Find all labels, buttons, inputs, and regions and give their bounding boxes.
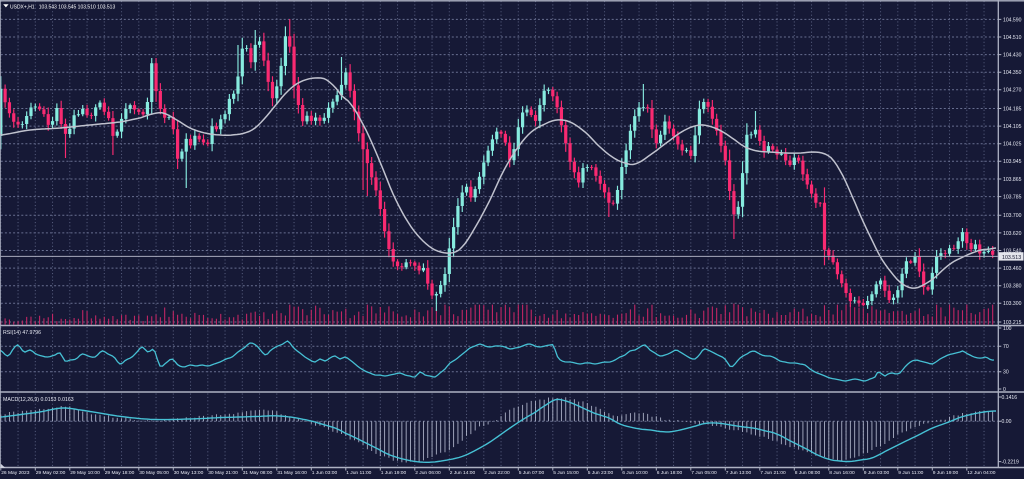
svg-text:29 May 10:00: 29 May 10:00 — [70, 470, 100, 476]
svg-text:0.1416: 0.1416 — [1002, 395, 1018, 401]
svg-text:29 May 02:00: 29 May 02:00 — [36, 470, 66, 476]
svg-text:0.00: 0.00 — [1002, 419, 1012, 425]
svg-text:104.105: 104.105 — [1003, 124, 1022, 130]
svg-text:103.700: 103.700 — [1003, 213, 1022, 219]
svg-text:104.350: 104.350 — [1003, 70, 1022, 76]
svg-text:104.025: 104.025 — [1003, 142, 1022, 148]
svg-text:103.460: 103.460 — [1003, 266, 1022, 272]
svg-text:104.270: 104.270 — [1003, 88, 1022, 94]
svg-text:31 May 16:00: 31 May 16:00 — [277, 470, 307, 476]
svg-text:5 Jun 23:00: 5 Jun 23:00 — [588, 470, 614, 476]
svg-text:1 Jun 03:00: 1 Jun 03:00 — [312, 470, 338, 476]
svg-text:104.590: 104.590 — [1003, 17, 1022, 23]
svg-text:9 Jun 11:00: 9 Jun 11:00 — [898, 470, 923, 476]
svg-text:7 Jun 05:00: 7 Jun 05:00 — [691, 470, 717, 476]
svg-text:104.510: 104.510 — [1003, 35, 1022, 41]
svg-text:70: 70 — [1003, 344, 1009, 350]
svg-text:5 Jun 07:00: 5 Jun 07:00 — [519, 470, 545, 476]
svg-text:103.785: 103.785 — [1003, 195, 1022, 201]
svg-text:9 Jun 19:00: 9 Jun 19:00 — [933, 470, 959, 476]
svg-text:USDX+,H1 103.543 103.545 103: USDX+,H1 103.543 103.545 103.510 103.513 — [10, 5, 115, 11]
svg-text:6 Jun 18:00: 6 Jun 18:00 — [657, 470, 683, 476]
svg-text:2 Jun 22:00: 2 Jun 22:00 — [484, 470, 510, 476]
svg-text:6 Jun 10:00: 6 Jun 10:00 — [622, 470, 648, 476]
svg-text:29 May 18:00: 29 May 18:00 — [105, 470, 135, 476]
svg-text:103.620: 103.620 — [1003, 231, 1022, 237]
svg-text:100: 100 — [1003, 326, 1012, 332]
svg-text:30 May 05:00: 30 May 05:00 — [139, 470, 169, 476]
svg-text:103.300: 103.300 — [1003, 301, 1022, 307]
svg-text:1 Jun 19:00: 1 Jun 19:00 — [381, 470, 407, 476]
svg-text:2 Jun 14:00: 2 Jun 14:00 — [450, 470, 476, 476]
svg-text:1 Jun 11:00: 1 Jun 11:00 — [346, 470, 371, 476]
svg-text:MACD(12,26,9) 0.0153 0.0163: MACD(12,26,9) 0.0153 0.0163 — [3, 397, 74, 403]
svg-text:30 May 13:00: 30 May 13:00 — [174, 470, 204, 476]
svg-text:9 Jun 03:00: 9 Jun 03:00 — [864, 470, 890, 476]
svg-text:26 May 2023: 26 May 2023 — [1, 470, 30, 476]
svg-text:8 Jun 08:00: 8 Jun 08:00 — [795, 470, 821, 476]
svg-text:2 Jun 06:00: 2 Jun 06:00 — [415, 470, 441, 476]
svg-text:103.945: 103.945 — [1003, 159, 1022, 165]
svg-text:103.540: 103.540 — [1003, 248, 1022, 254]
svg-text:-0.2219: -0.2219 — [1002, 460, 1019, 466]
svg-text:0: 0 — [1003, 387, 1006, 393]
svg-text:103.513: 103.513 — [1002, 255, 1021, 261]
svg-text:103.380: 103.380 — [1003, 284, 1022, 290]
svg-text:RSI(14) 47.9796: RSI(14) 47.9796 — [3, 330, 41, 336]
svg-text:104.430: 104.430 — [1003, 53, 1022, 59]
svg-text:31 May 08:00: 31 May 08:00 — [243, 470, 273, 476]
svg-text:103.865: 103.865 — [1003, 177, 1022, 183]
svg-text:5 Jun 15:00: 5 Jun 15:00 — [553, 470, 579, 476]
svg-text:7 Jun 21:00: 7 Jun 21:00 — [760, 470, 786, 476]
svg-text:103.215: 103.215 — [1003, 320, 1022, 326]
svg-text:30 May 21:00: 30 May 21:00 — [208, 470, 238, 476]
svg-text:104.185: 104.185 — [1003, 106, 1022, 112]
svg-text:12 Jun 04:00: 12 Jun 04:00 — [967, 470, 996, 476]
svg-text:8 Jun 16:00: 8 Jun 16:00 — [829, 470, 855, 476]
svg-text:30: 30 — [1003, 370, 1009, 376]
svg-text:7 Jun 13:00: 7 Jun 13:00 — [726, 470, 752, 476]
